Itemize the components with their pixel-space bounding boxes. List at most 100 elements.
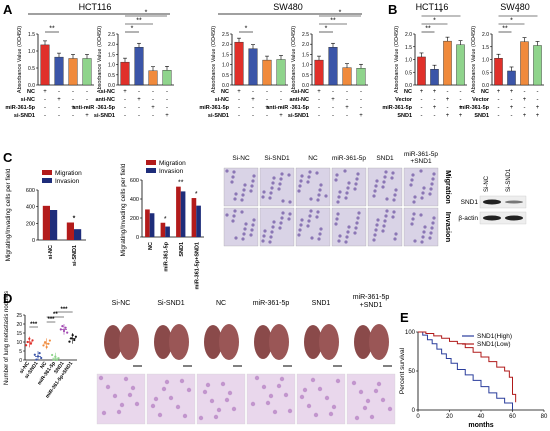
panel-c-cell-dot <box>234 236 238 240</box>
panel-a-chart-3-row-sign: - <box>266 89 268 95</box>
panel-d-histology-cell <box>182 413 188 419</box>
panel-a-chart-2-row-sign: - <box>124 105 126 111</box>
panel-a-chart-3-row-sign: - <box>238 105 240 111</box>
panel-c-cell-dot <box>263 229 267 233</box>
panel-d-histology-cell <box>302 387 308 393</box>
panel-c-cell-dot <box>280 172 284 176</box>
panel-d-lung-right-lobe <box>219 324 239 360</box>
panel-b-chart-1-y-tick-label: 0.0 <box>405 83 412 89</box>
panel-a-letter: A <box>3 2 13 17</box>
panel-b-chart-2-ylabel: Absorbance Value (OD450) <box>471 26 477 93</box>
panel-b-chart-1-bar <box>456 44 465 86</box>
panel-c-cell-dot <box>394 188 398 192</box>
panel-c-cell-dot <box>278 226 282 230</box>
panel-a-chart-4-y-tick-label: 1.5 <box>302 52 309 58</box>
panel-a-chart-2-bar <box>120 61 130 86</box>
panel-c-cell-dot <box>250 228 254 232</box>
panel-e-curve-low <box>418 331 517 403</box>
panel-b-chart-2-row-sign: + <box>510 105 514 111</box>
panel-b-chart-2-row-sign: + <box>523 97 527 103</box>
panel-a-chart-4-row-sign: - <box>360 89 362 95</box>
panel-c-cell-dot <box>356 216 360 220</box>
panel-a-chart-3-row-sign: - <box>280 105 282 111</box>
panel-d-histology-cell <box>105 384 111 390</box>
panel-c-cell-dot <box>432 172 436 176</box>
panel-b-chart-1-bar <box>430 68 439 86</box>
panel-d-histology-cell <box>198 415 204 421</box>
panel-c-image-col-label: miR-361-5p <box>332 155 366 162</box>
panel-a-chart-4-row-sign: - <box>318 113 320 119</box>
panel-c-micrograph <box>259 207 295 247</box>
panel-c-chart-1-sig-label: * <box>73 216 76 223</box>
panel-b-chart-2-bar <box>507 70 516 86</box>
panel-b-chart-2-row-label: miR-361-5p <box>459 105 489 111</box>
panel-a-chart-1-row-sign: + <box>71 105 75 111</box>
panel-d-chart: Number of lung metastasis nodules 0 5 10 15 2… <box>4 291 77 400</box>
panel-d-point <box>42 344 45 347</box>
panel-a-chart-4-row-label: anti-miR -361-5p <box>266 105 309 111</box>
panel-d-lung-left-lobe <box>104 325 122 359</box>
panel-c-cell-dot <box>344 196 348 200</box>
panel-a-chart-4-ylabel: Absorbance Value (OD450) <box>291 26 297 93</box>
panel-a-chart-3-ylabel: Absorbance Value (OD450) <box>211 26 217 93</box>
panel-c-chart-1-invasion-bar <box>50 210 58 240</box>
panel-d-histology-cell <box>276 383 282 389</box>
panel-d-histology-cell <box>380 397 386 403</box>
panel-c-cell-dot <box>250 184 254 188</box>
panel-a-chart-4-y-tick-label: 2.5 <box>302 32 309 38</box>
panel-c-image-col-label: Si-NC <box>232 155 250 162</box>
panel-c-cell-dot <box>347 181 351 185</box>
panel-c-chart-1-y-tick-label: 400 <box>26 205 35 211</box>
panel-c-chart-2-category-label: miR-361-5p+SND1 <box>194 242 200 290</box>
panel-c-chart-2-y-tick-label: 200 <box>130 216 139 222</box>
panel-c-cell-dot <box>374 228 378 232</box>
panel-a-chart-4-row-sign: - <box>346 113 348 119</box>
panel-c-cell-dot <box>299 179 303 183</box>
panel-c-cell-dot <box>413 195 417 199</box>
panel-d-histology-cell <box>373 388 379 394</box>
panel-c-blot-band <box>483 199 501 205</box>
panel-b-chart-1-y-tick-label: 0.5 <box>405 70 412 76</box>
panel-c-micrograph <box>295 207 331 247</box>
panel-b-chart-1-y-tick-label: 1.5 <box>405 45 412 51</box>
panel-a-chart-4-row-sign: - <box>346 97 348 103</box>
panel-d-sig-label: *** <box>60 307 68 313</box>
panel-a-chart-2-y-tick-label: 1.5 <box>108 52 115 58</box>
panel-c-cell-dot <box>431 221 435 225</box>
panel-c-micrographs: Si-NC Si-SND1 NC miR-361-5p SND1miR-361-5p+S… <box>223 151 527 247</box>
panel-c-cell-dot <box>335 173 339 177</box>
panel-c-cell-dot <box>336 212 340 216</box>
panel-c-cell-dot <box>316 198 320 202</box>
panel-c-chart-1-category-label: si-NC <box>48 245 54 259</box>
panel-b-chart-2-row-label: NC <box>481 89 489 95</box>
panel-c-blot-band <box>505 200 523 204</box>
panel-c-cell-dot <box>375 223 379 227</box>
panel-b-chart-2-sig-label: * <box>517 10 520 17</box>
panel-c-cell-dot <box>241 193 245 197</box>
panel-a-chart-1-sig-label: ** <box>49 26 55 33</box>
panel-d-histology-cell <box>130 385 136 391</box>
panel-d-histology-cell <box>358 389 364 395</box>
panel-c-cell-dot <box>413 239 417 243</box>
panel-d-point <box>33 353 36 356</box>
panel-c-cell-dot <box>297 189 301 193</box>
panel-b-chart-1-row-sign: + <box>433 105 437 111</box>
panel-c-cell-dot <box>374 184 378 188</box>
panel-a-chart-2-y-tick-label: 2.0 <box>108 42 115 48</box>
panel-a-chart-2-row-sign: - <box>166 97 168 103</box>
panel-b-chart-2-row-sign: - <box>498 113 500 119</box>
panel-a-chart-4-row-sign: - <box>346 89 348 95</box>
panel-c-chart-1-legend-invasion-label: Invasion <box>55 178 80 185</box>
panel-e-x-tick-label: 20 <box>446 414 453 420</box>
panel-d-lung-left-lobe <box>154 325 172 359</box>
panel-a-chart-1-row-sign: - <box>58 113 60 119</box>
panel-c-cell-dot <box>419 169 423 173</box>
panel-c-cell-dot <box>269 191 273 195</box>
panel-a-chart-2-row-sign: + <box>137 97 141 103</box>
panel-d-histology-cell <box>224 397 230 403</box>
panel-a-chart-3-bar <box>276 59 286 86</box>
panel-c-chart-1-y-tick-label: 0 <box>32 238 35 244</box>
panel-b-chart-2-row-sign: + <box>510 89 514 95</box>
panel-c-cell-dot <box>411 173 415 177</box>
panel-c-chart-2-migration-bar <box>191 198 197 237</box>
